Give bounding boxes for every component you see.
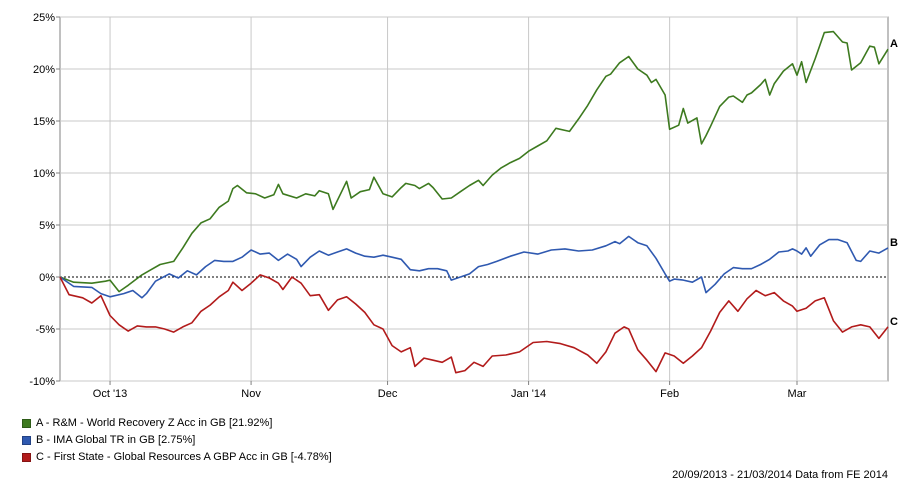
line-chart: 25% 20% 15% 10% 5% 0% -5% -10% Oct '13 Nov Dec Jan… [29, 12, 898, 400]
series-line-c [59, 274, 889, 374]
x-tick-label: Mar [788, 388, 807, 400]
y-tick-label: -5% [35, 324, 55, 336]
x-tick-label: Jan '14 [511, 388, 546, 400]
series-line-a [59, 30, 889, 293]
grid-lines [60, 16, 888, 382]
x-tick-label: Oct '13 [93, 388, 128, 400]
x-tick-label: Feb [660, 388, 679, 400]
series-end-labels: A B C [890, 38, 898, 328]
x-axis-ticks: Oct '13 Nov Dec Jan '14 Feb Mar [93, 381, 807, 400]
y-tick-label: -10% [29, 376, 55, 388]
series-end-label-a: A [890, 38, 898, 50]
legend-swatch-a [22, 419, 31, 428]
series-line-b [59, 235, 889, 299]
legend-item-a: A - R&M - World Recovery Z Acc in GB [21… [22, 415, 332, 432]
series-end-label-b: B [890, 237, 898, 249]
y-axis-ticks: 25% 20% 15% 10% 5% 0% -5% -10% [29, 12, 60, 388]
legend: A - R&M - World Recovery Z Acc in GB [21… [22, 415, 332, 466]
y-tick-label: 10% [33, 168, 55, 180]
y-tick-label: 15% [33, 116, 55, 128]
legend-label-a: A - R&M - World Recovery Z Acc in GB [21… [36, 417, 273, 429]
series-end-label-c: C [890, 316, 898, 328]
legend-swatch-b [22, 436, 31, 445]
legend-label-c: C - First State - Global Resources A GBP… [36, 451, 332, 463]
x-tick-label: Dec [378, 388, 398, 400]
legend-label-b: B - IMA Global TR in GB [2.75%] [36, 434, 196, 446]
y-tick-label: 0% [39, 272, 55, 284]
plot-area [59, 16, 889, 382]
y-tick-label: 25% [33, 12, 55, 24]
legend-item-b: B - IMA Global TR in GB [2.75%] [22, 432, 332, 449]
series-lines [59, 30, 889, 374]
legend-item-c: C - First State - Global Resources A GBP… [22, 449, 332, 466]
y-tick-label: 5% [39, 220, 55, 232]
y-tick-label: 20% [33, 64, 55, 76]
legend-swatch-c [22, 453, 31, 462]
date-range-footer: 20/09/2013 - 21/03/2014 Data from FE 201… [672, 469, 888, 481]
x-tick-label: Nov [241, 388, 261, 400]
